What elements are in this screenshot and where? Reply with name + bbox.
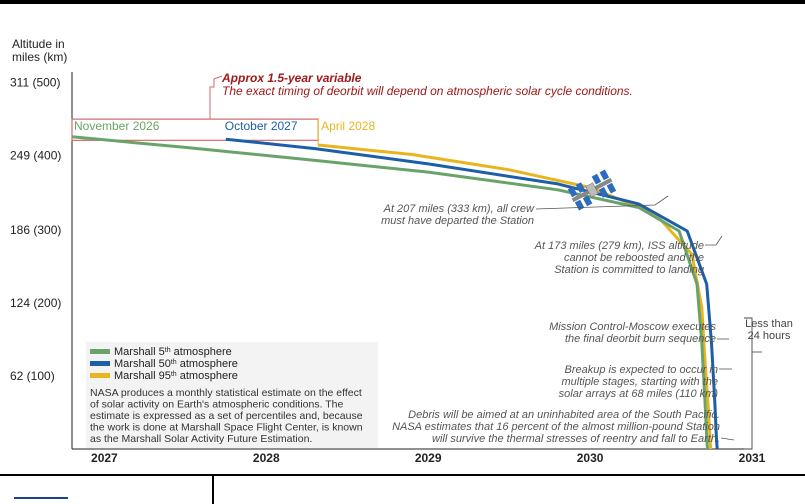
debris-note-line-1: NASA estimates that 16 percent of the al…	[392, 421, 720, 433]
legend-swatch-2	[90, 373, 110, 378]
iss-station-icon	[567, 169, 617, 211]
debris-leader	[720, 437, 735, 441]
iss-panel	[606, 182, 617, 194]
legend-label-1: Marshall 50th atmosphere	[114, 358, 238, 370]
variable-note-leader	[209, 75, 223, 120]
bottom-rule	[0, 474, 805, 476]
reboost-note-line-1: cannot be reboosted and the	[564, 252, 704, 264]
iss-panel	[567, 186, 578, 198]
legend-note-line-1: of solar activity on Earth's atmospheric…	[90, 399, 344, 411]
iss-panel	[599, 169, 610, 181]
series-line-1	[225, 137, 719, 450]
less-than-line-0: Less than	[745, 318, 793, 330]
iss-panel	[582, 195, 593, 207]
x-tick-label-2: 2029	[415, 451, 442, 465]
series-start-label-1: October 2027	[225, 119, 298, 133]
legend-note-line-3: the work is done at Marshall Space Fligh…	[90, 422, 363, 434]
legend-label-0: Marshall 5th atmosphere	[114, 346, 232, 358]
breakup-note-line-1: multiple stages, starting with the	[561, 376, 718, 388]
less-than-bracket	[744, 317, 753, 450]
y-tick-label-2: 186 (300)	[10, 223, 61, 237]
series-line-0	[71, 135, 709, 450]
y-axis-label-line1: Altitude in	[12, 37, 65, 51]
series-start-label-2: April 2028	[321, 119, 375, 133]
iss-panel	[574, 199, 585, 211]
top-rule	[0, 0, 805, 4]
breakup-note-line-2: solar arrays at 68 miles (110 km)	[559, 388, 719, 400]
mission-note-line-1: the final deorbit burn sequence	[565, 333, 716, 345]
mission-note-line-0: Mission Control-Moscow executes	[549, 321, 716, 333]
series-line-2	[317, 143, 713, 450]
debris-note-line-0: Debris will be aimed at an uninhabited a…	[408, 409, 720, 421]
axes: Altitude in miles (km)	[12, 37, 752, 450]
legend-box	[86, 342, 378, 448]
reboost-note-line-2: Station is committed to landing	[554, 264, 705, 276]
crew-leader	[535, 195, 669, 210]
x-tick-label-3: 2030	[577, 451, 604, 465]
iss-body	[567, 169, 617, 211]
breakup-note-line-0: Breakup is expected to occur in	[565, 364, 718, 376]
x-tick-label-0: 2027	[91, 451, 118, 465]
iss-module	[585, 182, 599, 198]
legend-label-2: Marshall 95th atmosphere	[114, 370, 238, 382]
legend-swatch-1	[90, 361, 110, 366]
debris-note-line-2: will survive the thermal stresses of ree…	[432, 433, 720, 445]
crew-note-line-0: At 207 miles (333 km), all crew	[383, 203, 535, 215]
less-than-line-1: 24 hours	[748, 330, 791, 342]
y-tick-label-3: 124 (200)	[10, 296, 61, 310]
legend-swatch-0	[90, 349, 110, 354]
y-tick-label-1: 249 (400)	[10, 149, 61, 163]
bottom-panel-left	[0, 474, 214, 504]
variable-note-title: Approx 1.5-year variable	[221, 71, 362, 85]
reboost-leader	[705, 235, 723, 246]
series-start-label-0: November 2026	[74, 119, 160, 133]
x-tick-label-4: 2031	[739, 451, 766, 465]
iss-panel	[598, 187, 609, 198]
legend-note-line-0: NASA produces a monthly statistical esti…	[90, 387, 362, 399]
y-axis-label-line2: miles (km)	[12, 50, 67, 64]
legend-note-line-4: as the Marshall Solar Activity Future Es…	[90, 433, 312, 445]
bottom-blue-swatch	[14, 497, 68, 499]
x-tick-label-1: 2028	[253, 451, 280, 465]
axis-ticks: 311 (500) 249 (400) 186 (300) 124 (200) 62 (…	[10, 76, 766, 465]
y-tick-label-4: 62 (100)	[10, 369, 55, 383]
reboost-note-line-0: At 173 miles (279 km), ISS altitude	[534, 240, 704, 252]
legend-note-line-2: estimate is expressed as a set of percen…	[90, 410, 363, 422]
iss-panel	[575, 182, 586, 193]
crew-note-line-1: must have departed the Station	[381, 215, 534, 227]
series-lines: November 2026 October 2027 April 2028	[71, 118, 719, 450]
deorbit-altitude-chart: Altitude in miles (km) 311 (500) 249 (400…	[10, 37, 793, 465]
variable-note-text: The exact timing of deorbit will depend …	[222, 84, 633, 98]
y-tick-label-0: 311 (500)	[10, 76, 60, 90]
iss-panel	[591, 173, 602, 185]
